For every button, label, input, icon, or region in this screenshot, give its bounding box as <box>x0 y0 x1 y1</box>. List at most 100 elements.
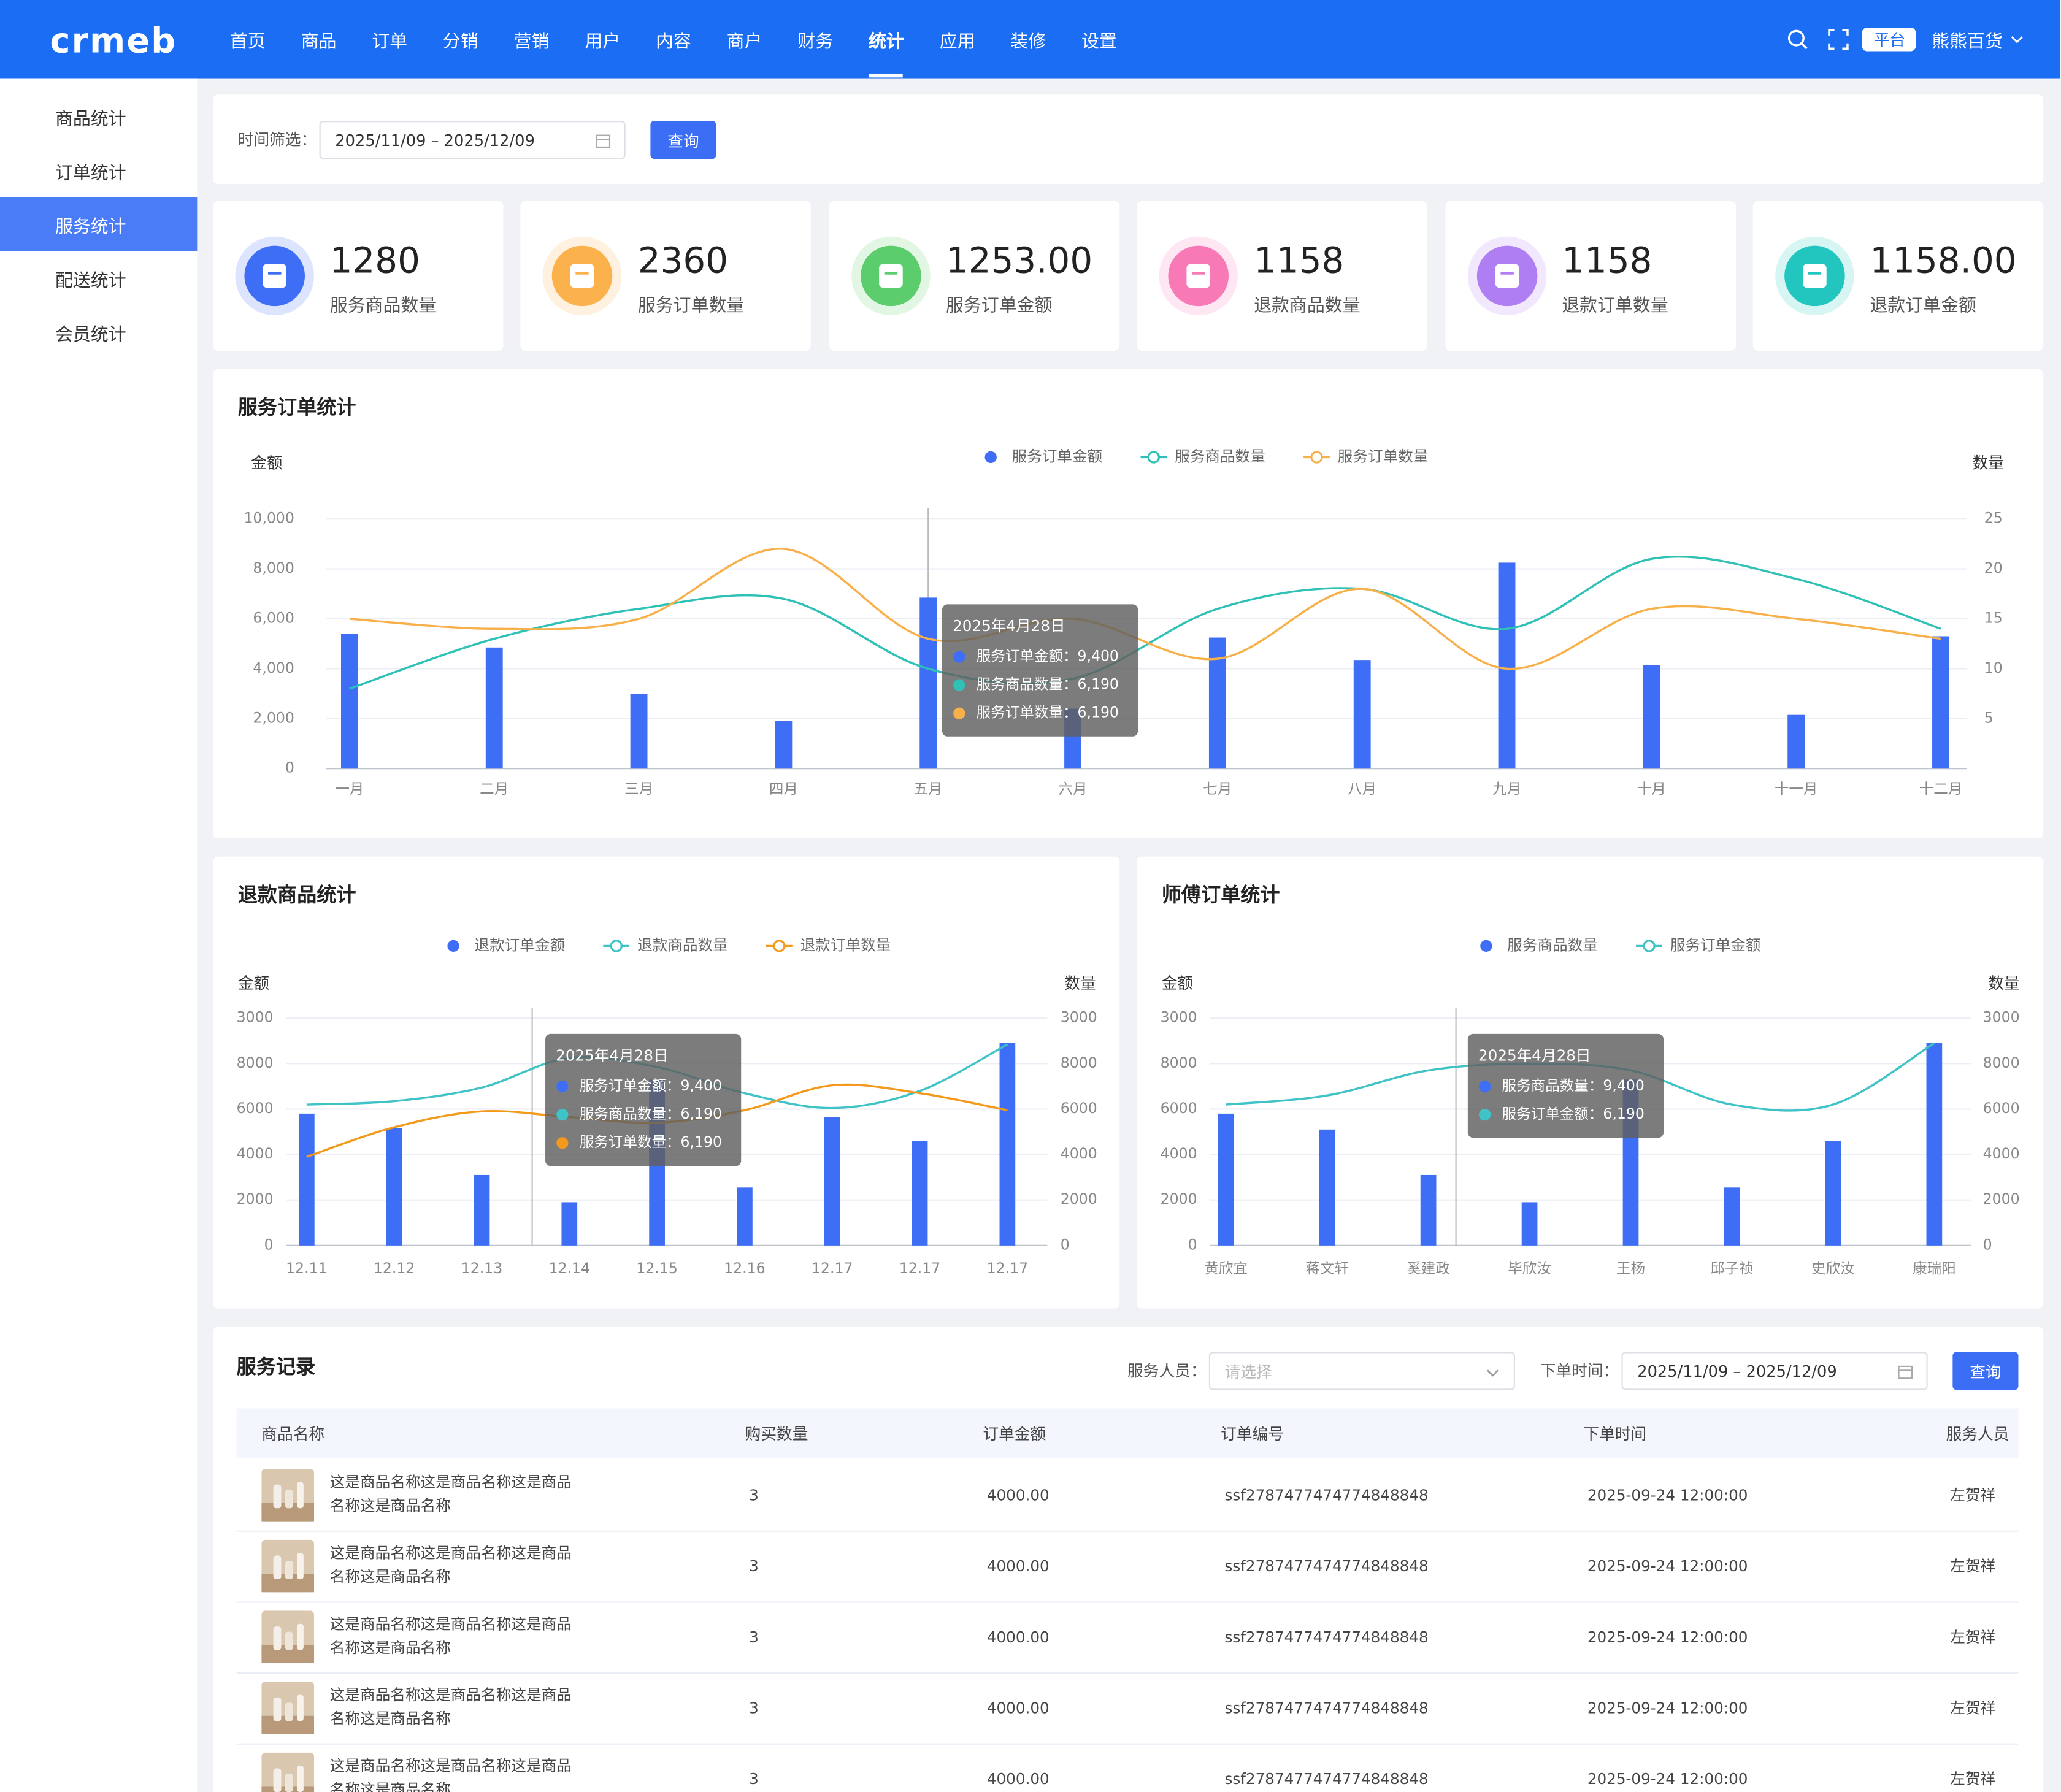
y2-axis-label: 数量 <box>1972 454 2003 473</box>
nav-item[interactable]: 分销 <box>442 31 478 53</box>
tooltip-box <box>1467 1033 1664 1138</box>
tooltip-title: 2025年4月28日 <box>1478 1046 1591 1064</box>
y2-tick-label: 15 <box>1984 609 2003 626</box>
y2-tick-label: 4000 <box>1061 1145 1097 1162</box>
bar <box>824 1117 840 1246</box>
product-name: 这是商品名称这是商品名称这是商品名称这是商品名称 <box>329 1472 572 1515</box>
y2-tick-label: 25 <box>1984 510 2003 527</box>
chart-card: 师傅订单统计 金额 数量 0 2000 4000 6000 8000 3000 0 2000 4000… <box>1137 856 2044 1309</box>
sidebar-item[interactable]: 商品统计 <box>0 90 197 144</box>
y-tick-label: 4,000 <box>253 659 294 676</box>
product-thumb-part <box>297 1694 304 1721</box>
cell: ssf2787477474774848848 <box>1224 1557 1429 1576</box>
cell: 2025-09-24 12:00:00 <box>1587 1769 1748 1788</box>
search-icon-part <box>1787 29 1805 47</box>
platform-badge[interactable]: 平台 <box>1862 27 1916 52</box>
sidebar-text: 会员统计 <box>55 324 126 345</box>
x-tick-label: 12.14 <box>549 1260 590 1277</box>
cell: 左贺祥 <box>1950 1698 1995 1717</box>
bar <box>386 1128 402 1246</box>
y-tick-label: 2,000 <box>253 709 294 726</box>
nav-item[interactable]: 商品 <box>301 31 337 53</box>
bar <box>1498 562 1516 769</box>
sidebar-item[interactable]: 会员统计 <box>0 305 197 359</box>
stat-icon <box>543 236 623 316</box>
sidebar-item[interactable]: 订单统计 <box>0 144 197 197</box>
cell: ssf2787477474774848848 <box>1224 1769 1429 1788</box>
stat-card: 1158 退款订单数量 <box>1445 201 1736 351</box>
y2-tick-label: 8000 <box>1061 1054 1097 1071</box>
row-divider <box>236 1530 2019 1532</box>
staff-select[interactable]: 请选择 <box>1208 1352 1515 1390</box>
y2-tick-label: 2000 <box>1983 1190 2020 1208</box>
y2-axis-label: 数量 <box>1064 974 1096 993</box>
nav-item[interactable]: 装修 <box>1010 31 1046 53</box>
nav-item[interactable]: 用户 <box>585 31 621 53</box>
legend-marker <box>1310 451 1323 464</box>
y2-tick-label: 20 <box>1984 559 2003 576</box>
stat-value: 1158.00 <box>1870 241 2017 282</box>
product-thumb <box>261 1610 314 1664</box>
tooltip-dot <box>556 1109 569 1121</box>
x-tick-label: 蒋文轩 <box>1305 1260 1349 1277</box>
calendar-icon-part <box>1898 1365 1913 1379</box>
nav-item[interactable]: 首页 <box>229 31 266 53</box>
date-input[interactable]: 2025/11/09 – 2025/12/09 <box>1621 1352 1928 1390</box>
nav-item[interactable]: 内容 <box>655 31 691 53</box>
chart-title: 师傅订单统计 <box>1162 883 1280 906</box>
cell: 2025-09-24 12:00:00 <box>1587 1628 1748 1647</box>
y2-tick-label: 8000 <box>1983 1054 2020 1071</box>
nav-item[interactable]: 应用 <box>939 31 975 53</box>
product-thumb-part <box>273 1555 282 1579</box>
stat-icon-part <box>263 264 287 288</box>
product-name: 这是商品名称这是商品名称这是商品名称这是商品名称 <box>329 1756 572 1792</box>
sidebar-item[interactable]: 配送统计 <box>0 251 197 305</box>
stat-icon-part <box>268 272 282 275</box>
logo: crmeb <box>50 22 177 62</box>
query-button[interactable]: 查询 <box>650 121 716 159</box>
y-tick-label: 10,000 <box>244 510 294 527</box>
x-tick-label: 康瑞阳 <box>1913 1260 1956 1277</box>
x-tick-label: 12.13 <box>461 1260 502 1277</box>
nav-item[interactable]: 统计 <box>869 31 904 53</box>
tooltip-dot <box>953 707 965 719</box>
nav-item[interactable]: 订单 <box>372 31 408 53</box>
y-axis-label: 金额 <box>251 454 282 473</box>
y-tick-label: 6,000 <box>253 609 294 626</box>
bar <box>775 721 793 769</box>
cell: ssf2787477474774848848 <box>1224 1485 1429 1504</box>
product-thumb-part <box>297 1553 304 1579</box>
y2-tick-label: 3000 <box>1983 1009 2020 1026</box>
cell: 4000.00 <box>986 1769 1050 1788</box>
bar <box>1724 1187 1740 1246</box>
cell: 左贺祥 <box>1950 1557 1995 1576</box>
chart-title: 服务订单统计 <box>238 396 356 419</box>
x-tick-label: 八月 <box>1348 780 1376 797</box>
bar <box>561 1202 578 1246</box>
date-input[interactable]: 2025/11/09 – 2025/12/09 <box>319 121 626 159</box>
nav-item[interactable]: 商户 <box>726 31 762 53</box>
stat-icon <box>1159 236 1238 316</box>
y-tick-label: 2000 <box>1161 1190 1197 1208</box>
platform-text: 平台 <box>1873 31 1906 50</box>
fullscreen-icon-part <box>1828 29 1849 50</box>
x-tick-label: 黄欣宜 <box>1204 1260 1248 1277</box>
x-tick-label: 12.11 <box>286 1260 327 1277</box>
y-axis-label: 金额 <box>1162 974 1193 993</box>
calendar-icon <box>596 134 611 148</box>
search-icon-part <box>1800 42 1808 50</box>
bar <box>999 1043 1016 1246</box>
sidebar-item[interactable]: 服务统计 <box>0 197 198 251</box>
bar <box>1353 660 1371 769</box>
stat-icon-part <box>576 272 589 275</box>
query-button[interactable]: 查询 <box>1952 1352 2019 1390</box>
tooltip-item: 服务订单金额：9,400 <box>977 648 1119 665</box>
store-name[interactable]: 熊熊百货 <box>1932 31 2003 53</box>
nav-item[interactable]: 设置 <box>1081 31 1117 53</box>
y-tick-label: 3000 <box>1161 1009 1197 1026</box>
nav-item[interactable]: 财务 <box>797 31 834 53</box>
stat-card: 1158 退款商品数量 <box>1137 201 1427 351</box>
nav-item[interactable]: 营销 <box>513 31 550 53</box>
tooltip-item: 服务订单数量：6,190 <box>977 704 1119 721</box>
